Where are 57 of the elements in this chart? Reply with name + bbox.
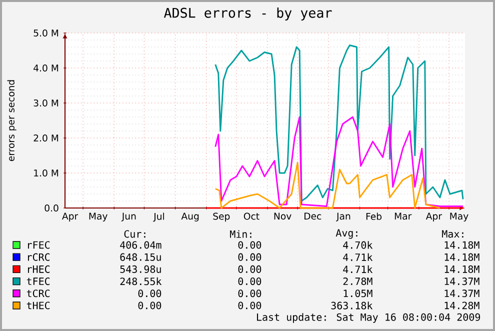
x-tick-label: Jan — [336, 212, 350, 222]
text: Max: — [442, 230, 464, 238]
x-tick-label: May — [450, 212, 468, 222]
text: 14.37M — [444, 290, 480, 298]
text: 14.18M — [444, 265, 480, 273]
y-tick-label: 2.0 M — [34, 134, 58, 142]
x-tick-label: Sep — [213, 212, 230, 222]
text: 0.00 — [238, 241, 262, 249]
x-tick-label: Jul — [153, 212, 164, 222]
text: 0.00 — [238, 302, 262, 310]
text: 4.71k — [343, 265, 373, 273]
y-tick-label: 4.0 M — [34, 64, 58, 72]
y-tick-label: 3.0 M — [34, 99, 58, 107]
legend-label: tCRC — [26, 290, 50, 298]
y-axis-title: errors per second — [7, 80, 16, 162]
legend-label: tFEC — [26, 278, 50, 286]
text: 1.05M — [344, 290, 372, 298]
x-tick-label: Dec — [304, 212, 322, 220]
text: 0.00 — [138, 302, 162, 310]
x-tick-label: May — [89, 212, 108, 222]
text: 0.00 — [238, 278, 262, 286]
legend-label: rCRC — [28, 253, 50, 261]
y-tick-label: 1.0 M — [34, 169, 58, 177]
text: 648.15u — [120, 253, 161, 261]
text: 0.00 — [138, 290, 162, 298]
y-tick-label: 5.0 M — [34, 29, 58, 37]
y-tick-label: 0.0 — [44, 204, 58, 212]
legend-label: rFEC — [28, 241, 50, 249]
text: 4.71k — [343, 253, 373, 261]
text: 4.70k — [343, 241, 373, 249]
x-tick-label: Apr — [62, 212, 78, 222]
text: 14.37M — [444, 278, 480, 286]
text: 406.04m — [120, 241, 162, 249]
legend-label: rHEC — [28, 265, 50, 273]
text: 14.28M — [444, 302, 480, 310]
text: 14.18M — [444, 253, 480, 261]
x-tick-label: Aug — [181, 212, 199, 222]
legend-label: tHEC — [26, 302, 50, 310]
text: Avg: — [336, 229, 358, 239]
text: Cur: — [124, 230, 146, 238]
text: 0.00 — [238, 253, 262, 261]
x-tick-label: Feb — [366, 212, 382, 220]
text: Last update: Sat May 16 08:00:04 2009 — [257, 313, 480, 323]
text: 2.78M — [343, 278, 372, 286]
x-tick-label: Mar — [394, 212, 412, 220]
text: 0.00 — [238, 290, 262, 298]
text: 0.00 — [238, 265, 262, 273]
text: 14.18M — [444, 241, 480, 249]
chart-title: ADSL errors - by year — [164, 8, 332, 20]
x-tick-label: Apr — [426, 212, 442, 222]
text: Min: — [230, 230, 252, 238]
x-tick-label: Oct — [244, 212, 260, 220]
text: 543.98u — [120, 265, 161, 273]
x-tick-label: Nov — [274, 212, 292, 220]
text: 248.55k — [120, 277, 162, 286]
text: 363.18k — [331, 302, 373, 310]
x-tick-label: Jun — [121, 212, 136, 222]
